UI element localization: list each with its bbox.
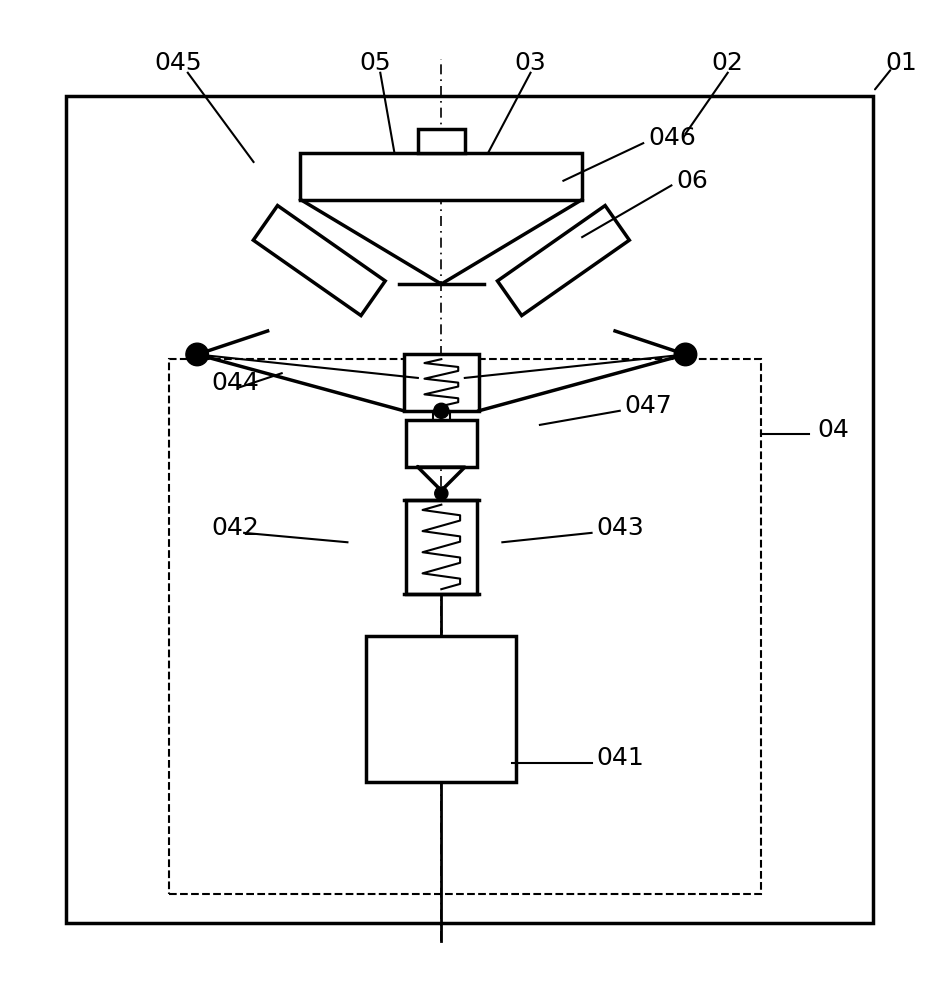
Text: 045: 045 xyxy=(155,51,202,75)
Text: 047: 047 xyxy=(624,394,672,418)
Text: 041: 041 xyxy=(596,746,644,770)
FancyBboxPatch shape xyxy=(406,500,476,594)
FancyBboxPatch shape xyxy=(300,153,582,200)
Circle shape xyxy=(674,343,697,366)
Text: 03: 03 xyxy=(515,51,546,75)
Polygon shape xyxy=(498,206,629,316)
Circle shape xyxy=(186,343,208,366)
Text: 02: 02 xyxy=(712,51,744,75)
Text: 046: 046 xyxy=(648,126,696,150)
Text: 06: 06 xyxy=(676,169,708,193)
FancyBboxPatch shape xyxy=(366,636,516,782)
Text: 05: 05 xyxy=(360,51,392,75)
FancyBboxPatch shape xyxy=(418,129,465,153)
Text: 044: 044 xyxy=(211,371,259,395)
Text: 043: 043 xyxy=(596,516,644,540)
Circle shape xyxy=(434,403,449,418)
Text: 01: 01 xyxy=(885,51,917,75)
Circle shape xyxy=(435,487,448,500)
Polygon shape xyxy=(254,206,385,316)
FancyBboxPatch shape xyxy=(406,420,476,467)
FancyBboxPatch shape xyxy=(404,354,479,411)
FancyBboxPatch shape xyxy=(66,96,873,923)
Text: 042: 042 xyxy=(211,516,259,540)
Text: 04: 04 xyxy=(817,418,849,442)
